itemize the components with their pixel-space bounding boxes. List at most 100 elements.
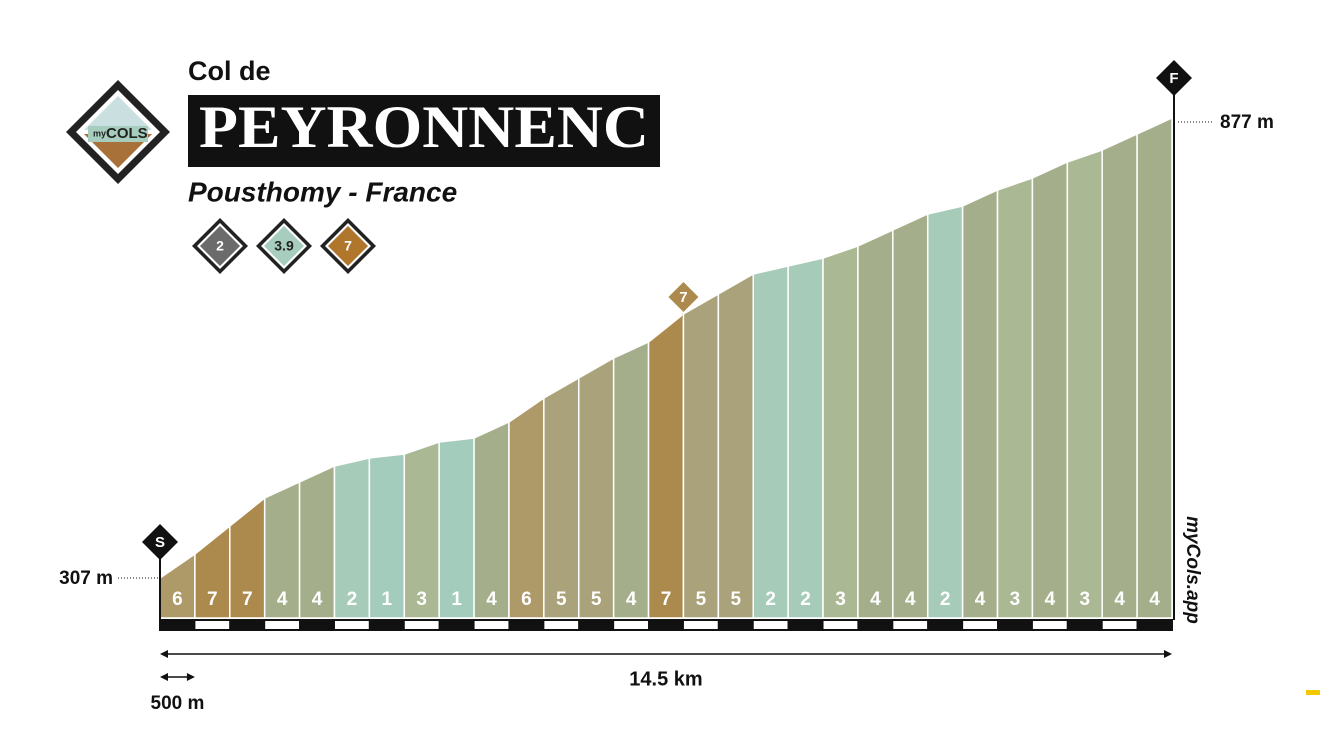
segment: [857, 228, 894, 619]
segment-label: 2: [765, 589, 776, 610]
badge-label: 2: [216, 238, 224, 254]
segment: [717, 272, 754, 619]
logo-big: COLS: [106, 125, 148, 142]
segment-label: 4: [905, 589, 916, 610]
segment-label: 4: [1045, 589, 1056, 610]
segment: [1136, 116, 1173, 619]
segment-arrow-head: [160, 673, 168, 681]
distance-arrow-head: [160, 650, 168, 658]
start-marker: [142, 524, 178, 560]
finish-marker: [1156, 60, 1192, 96]
segment-label: 3: [416, 589, 427, 610]
scale-tick: [333, 619, 370, 631]
segment: [1031, 160, 1069, 619]
segment-label: 5: [731, 589, 742, 610]
finish-elevation: 877 m: [1220, 112, 1274, 133]
segment: [961, 188, 999, 619]
segment: [543, 376, 580, 619]
scale-tick: [368, 619, 405, 631]
segment-label: 2: [800, 589, 811, 610]
segment-label: 6: [172, 589, 183, 610]
scale-tick: [264, 619, 301, 631]
max-marker: [666, 279, 701, 315]
scale-tick: [194, 619, 231, 631]
segment: [752, 265, 789, 619]
segment: [1101, 132, 1138, 619]
scale-tick: [892, 619, 929, 631]
scale-tick: [787, 619, 824, 631]
segment-label: 3: [1010, 589, 1021, 610]
badge-fill: [328, 226, 368, 266]
segment-label: 1: [451, 589, 462, 610]
scale-tick: [578, 619, 615, 631]
segment: [578, 356, 615, 619]
segment: [926, 205, 964, 619]
start-elevation: 307 m: [59, 568, 113, 589]
segment: [996, 176, 1034, 619]
segment-label: 2: [347, 589, 358, 610]
scale-tick: [403, 619, 440, 631]
segment: [612, 340, 650, 619]
scale-tick: [1101, 619, 1138, 631]
segment: [822, 244, 859, 619]
scale-tick: [997, 619, 1033, 631]
scale-tick: [962, 619, 999, 631]
segment-label: 3: [1079, 589, 1090, 610]
segment-label: 5: [696, 589, 707, 610]
segment-label: 7: [242, 589, 253, 610]
segment: [647, 312, 685, 619]
segment: [1066, 148, 1103, 619]
logo-small: my: [93, 128, 106, 138]
start-marker-label: S: [155, 534, 165, 551]
scale-tick: [543, 619, 580, 631]
title: PEYRONNENC: [199, 94, 649, 160]
segment-label: 3: [835, 589, 846, 610]
segment-length-label: 500 m: [151, 693, 205, 714]
segment: [787, 257, 824, 619]
segment: [682, 292, 720, 619]
subtitle: Pousthomy - France: [188, 176, 457, 207]
segment-label: 5: [591, 589, 602, 610]
scale-tick: [648, 619, 684, 631]
segment-label: 1: [382, 589, 393, 610]
segment: [892, 212, 929, 619]
distance-label: 14.5 km: [629, 668, 702, 690]
segment: [508, 396, 545, 619]
segment-label: 4: [975, 589, 986, 610]
scale-tick: [857, 619, 894, 631]
corner-mark: [1306, 690, 1320, 695]
segment-label: 4: [312, 589, 323, 610]
scale-tick: [717, 619, 754, 631]
segment-label: 7: [207, 589, 218, 610]
badge-label: 7: [344, 238, 352, 254]
finish-marker-label: F: [1169, 70, 1178, 87]
segment-label: 2: [940, 589, 951, 610]
logo: my COLS: [66, 80, 170, 184]
scale-tick: [1066, 619, 1103, 631]
segment-label: 7: [661, 589, 672, 610]
segment-label: 4: [277, 589, 288, 610]
title-box: [188, 95, 660, 167]
segment-label: 4: [1149, 589, 1160, 610]
scale-tick: [229, 619, 266, 631]
segment-label: 4: [486, 589, 497, 610]
badge-fill: [264, 226, 304, 266]
scale-tick: [438, 619, 475, 631]
badge-label: 3.9: [274, 238, 294, 254]
scale-tick: [927, 619, 964, 631]
scale-tick: [613, 619, 650, 631]
scale-tick: [752, 619, 789, 631]
segment-label: 4: [626, 589, 637, 610]
scale-tick: [473, 619, 510, 631]
badge-fill: [200, 226, 240, 266]
segment-arrow-head: [186, 673, 195, 681]
scale-tick: [1031, 619, 1068, 631]
scale-tick: [682, 619, 719, 631]
watermark: myCols.app: [1182, 516, 1203, 624]
segment-label: 4: [1114, 589, 1125, 610]
title-prefix: Col de: [188, 56, 271, 86]
segment-label: 6: [521, 589, 532, 610]
scale-tick: [822, 619, 859, 631]
max-label: 7: [679, 289, 687, 306]
